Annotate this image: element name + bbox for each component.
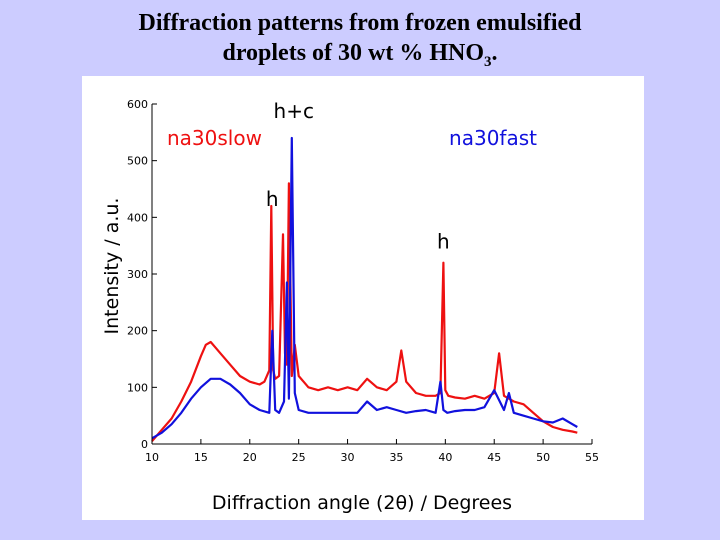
x-axis-label: Diffraction angle (2θ) / Degrees (212, 492, 512, 514)
title-line-2-end: . (491, 40, 498, 66)
peak-annotation-1: h (266, 187, 279, 211)
x-tick-label-4: 30 (341, 451, 355, 464)
series-line-1 (151, 136, 578, 440)
y-tick-label-3: 300 (127, 268, 148, 281)
y-tick-label-0: 0 (141, 438, 148, 451)
title-subscript: 3 (484, 53, 492, 70)
y-tick-label-4: 400 (127, 211, 148, 224)
peak-annotation-0: h+c (274, 99, 314, 123)
x-tick-label-8: 50 (536, 451, 550, 464)
diffraction-chart: 10 15 20 25 30 35 40 45 50 550100200300400500600 … (101, 98, 599, 514)
x-tick-label-2: 20 (243, 451, 257, 464)
label-layer: h+c h h na30slow na30fast (167, 99, 537, 253)
x-tick-label-3: 25 (292, 451, 306, 464)
x-tick-label-6: 40 (438, 451, 452, 464)
slide-title: Diffraction patterns from frozen emulsif… (0, 8, 720, 77)
x-tick-label-0: 10 (145, 451, 159, 464)
axis-layer: 10 15 20 25 30 35 40 45 50 55 0 100 200 300 400 500 600 (127, 98, 599, 464)
title-line-1: Diffraction patterns from frozen emulsif… (138, 10, 582, 36)
y-tick-label-5: 500 (127, 155, 148, 168)
y-axis-label: Intensity / a.u. (101, 198, 123, 335)
y-tick-label-1: 100 (127, 381, 148, 394)
plot-area (152, 104, 592, 444)
legend-entry-1: na30fast (449, 126, 537, 150)
legend-entry-0: na30slow (167, 126, 262, 150)
x-tick-label-5: 35 (389, 451, 403, 464)
x-tick-label-7: 45 (487, 451, 501, 464)
y-tick-label-6: 600 (127, 98, 148, 111)
y-tick-label-2: 200 (127, 325, 148, 338)
peak-annotation-2: h (437, 230, 450, 254)
x-tick-label-9: 55 (585, 451, 599, 464)
title-line-2: droplets of 30 wt % HNO3. (0, 38, 720, 77)
series-layer (151, 136, 578, 442)
x-tick-label-1: 15 (194, 451, 208, 464)
title-line-2-main: droplets of 30 wt % HNO (222, 40, 485, 66)
figure-panel: 10 15 20 25 30 35 40 45 50 55 0 100 200 300 400 500 600 … (82, 76, 644, 520)
